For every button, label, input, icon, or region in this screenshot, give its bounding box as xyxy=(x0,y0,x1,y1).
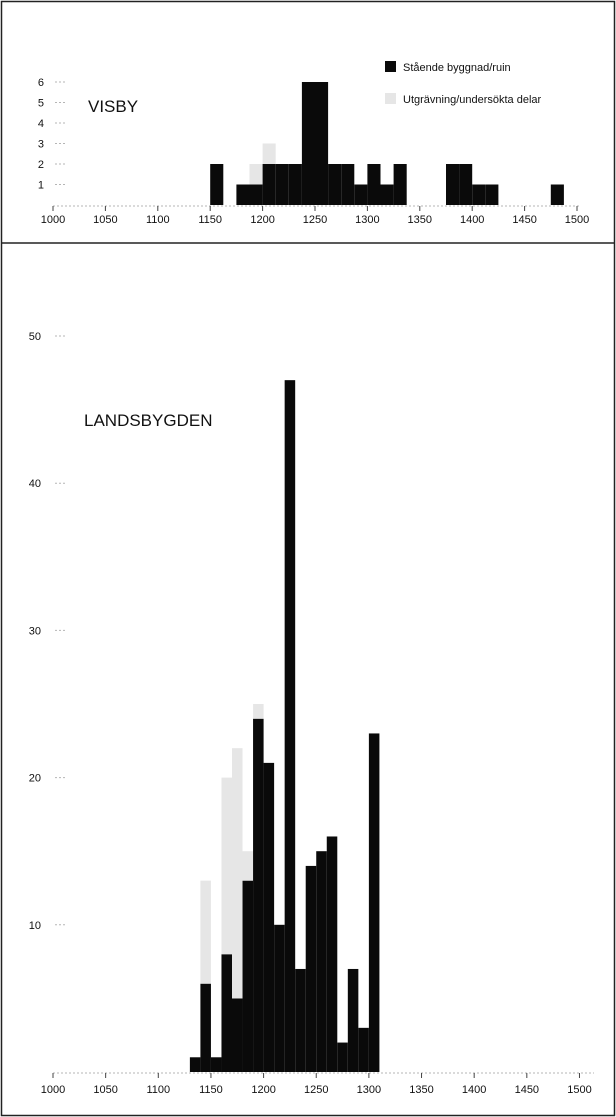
visby-x-tick-label: 1300 xyxy=(355,214,379,226)
landsbygden-x-tick-label: 1400 xyxy=(462,1084,486,1096)
landsbygden-standing-bar xyxy=(326,836,338,1072)
landsbygden-x-tick-label: 1500 xyxy=(567,1084,591,1096)
visby-standing-bar xyxy=(315,82,329,205)
landsbygden-excavated-bar xyxy=(200,880,211,984)
legend-standing-swatch xyxy=(385,61,396,72)
visby-y-tick-label: 2 xyxy=(38,159,44,171)
landsbygden-standing-bar xyxy=(347,968,359,1072)
visby-x-tick-label: 1500 xyxy=(565,214,589,226)
landsbygden-excavated-bar xyxy=(242,851,254,881)
visby-x-tick-label: 1250 xyxy=(303,214,327,226)
visby-x-tick-label: 1350 xyxy=(408,214,432,226)
visby-standing-bar xyxy=(341,164,355,205)
visby-standing-bar xyxy=(288,164,302,205)
visby-standing-bar xyxy=(393,164,407,205)
landsbygden-standing-bar xyxy=(358,1027,369,1072)
landsbygden-standing-bar xyxy=(242,880,254,1072)
visby-standing-bar xyxy=(380,184,394,205)
visby-standing-bar xyxy=(328,164,342,205)
landsbygden-standing-bar xyxy=(368,733,380,1072)
visby-axes: 1000 1050 1100 1150 1200 1250 1300 1350 1400 1450… xyxy=(38,77,589,226)
landsbygden-y-tick-label: 40 xyxy=(29,478,41,490)
landsbygden-y-tick-label: 10 xyxy=(29,920,41,932)
legend: Stående byggnad/ruin Utgrävning/undersök… xyxy=(385,61,542,106)
landsbygden-title: LANDSBYGDEN xyxy=(84,411,212,430)
landsbygden-excavated-bar xyxy=(221,777,232,955)
landsbygden-x-tick-label: 1350 xyxy=(409,1084,433,1096)
landsbygden-standing-bar xyxy=(210,1057,222,1072)
landsbygden-x-tick-label: 1450 xyxy=(515,1084,539,1096)
landsbygden-y-tick-label: 30 xyxy=(29,625,41,637)
landsbygden-excavated-bar xyxy=(253,704,264,719)
visby-standing-bar xyxy=(446,164,460,205)
landsbygden-y-tick-label: 50 xyxy=(29,331,41,343)
landsbygden-bars xyxy=(189,380,380,1072)
landsbygden-x-tick-label: 1200 xyxy=(251,1084,275,1096)
landsbygden-x-tick-label: 1000 xyxy=(41,1084,65,1096)
visby-x-tick-label: 1000 xyxy=(41,214,65,226)
visby-standing-bar xyxy=(550,184,564,205)
visby-standing-bar xyxy=(367,164,381,205)
visby-standing-bar xyxy=(262,164,276,205)
visby-y-tick-label: 4 xyxy=(38,118,44,130)
landsbygden-standing-bar xyxy=(200,983,211,1072)
landsbygden-standing-bar xyxy=(232,998,243,1072)
visby-y-tick-label: 1 xyxy=(38,180,44,192)
visby-x-tick-label: 1450 xyxy=(512,214,536,226)
legend-excavated-swatch xyxy=(385,93,396,104)
visby-x-tick-label: 1200 xyxy=(250,214,274,226)
legend-standing-label: Stående byggnad/ruin xyxy=(403,62,511,74)
legend-excavated-label: Utgrävning/undersökta delar xyxy=(403,94,542,106)
visby-y-tick-label: 3 xyxy=(38,139,44,151)
visby-standing-bar xyxy=(210,164,224,205)
visby-standing-bar xyxy=(249,184,263,205)
visby-x-tick-label: 1050 xyxy=(93,214,117,226)
visby-y-tick-label: 5 xyxy=(38,98,44,110)
landsbygden-y-tick-label: 20 xyxy=(29,773,41,785)
visby-x-tick-label: 1400 xyxy=(460,214,484,226)
visby-standing-bar xyxy=(459,164,473,205)
landsbygden-x-tick-label: 1100 xyxy=(146,1084,170,1096)
visby-standing-bar xyxy=(472,184,486,205)
landsbygden-x-tick-label: 1250 xyxy=(304,1084,328,1096)
landsbygden-axes: 1000 1050 1100 1150 1200 1250 1300 1350 1400 1450… xyxy=(29,331,594,1096)
visby-standing-bar xyxy=(354,184,368,205)
landsbygden-standing-bar xyxy=(337,1042,348,1072)
visby-y-tick-label: 6 xyxy=(38,77,44,89)
landsbygden-x-tick-label: 1050 xyxy=(93,1084,117,1096)
landsbygden-standing-bar xyxy=(274,924,285,1072)
landsbygden-x-tick-label: 1300 xyxy=(357,1084,381,1096)
landsbygden-standing-bar xyxy=(316,851,327,1072)
visby-bars xyxy=(210,82,564,205)
landsbygden-panel: 1000 1050 1100 1150 1200 1250 1300 1350 1400 1450… xyxy=(29,331,594,1096)
landsbygden-excavated-bar xyxy=(232,748,243,999)
landsbygden-standing-bar xyxy=(253,718,264,1072)
landsbygden-x-tick-label: 1150 xyxy=(199,1084,223,1096)
landsbygden-standing-bar xyxy=(189,1057,201,1072)
visby-standing-bar xyxy=(275,164,289,205)
visby-title: VISBY xyxy=(88,97,138,116)
visby-standing-bar xyxy=(301,82,315,205)
visby-x-tick-label: 1150 xyxy=(198,214,222,226)
landsbygden-standing-bar xyxy=(305,865,317,1072)
landsbygden-standing-bar xyxy=(284,380,296,1072)
landsbygden-standing-bar xyxy=(263,762,275,1072)
landsbygden-standing-bar xyxy=(221,954,232,1072)
visby-excavated-bar xyxy=(249,164,263,185)
visby-standing-bar xyxy=(485,184,499,205)
visby-panel: 1000 1050 1100 1150 1200 1250 1300 1350 1400 1450… xyxy=(38,61,589,226)
visby-excavated-bar xyxy=(262,143,276,164)
visby-standing-bar xyxy=(236,184,250,205)
visby-x-tick-label: 1100 xyxy=(146,214,170,226)
landsbygden-standing-bar xyxy=(295,968,306,1072)
